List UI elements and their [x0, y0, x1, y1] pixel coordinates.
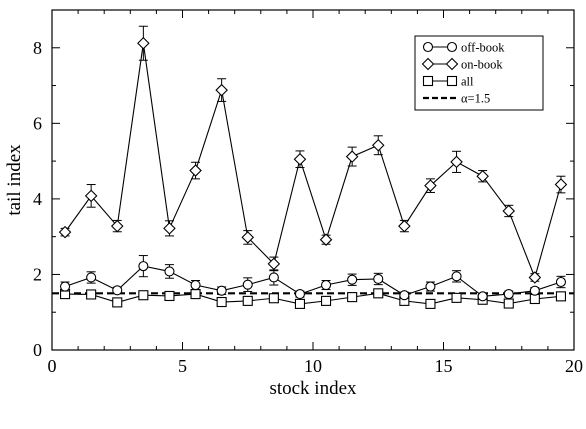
data-point-off-book	[242, 279, 253, 290]
y-tick-label: 4	[33, 189, 42, 209]
legend-marker-on-book	[445, 57, 459, 71]
data-point-all	[190, 289, 201, 300]
legend-label-1-5: α=1.5	[461, 92, 490, 106]
data-point-off-book	[216, 285, 227, 296]
data-point-all	[294, 298, 306, 309]
series-line-on-book	[64, 43, 562, 280]
data-point-off-book	[164, 266, 175, 277]
series-on-book	[58, 25, 568, 284]
data-point-all	[242, 295, 253, 306]
legend-marker-all	[422, 75, 434, 87]
data-point-all	[164, 290, 175, 302]
data-point-on-book	[528, 271, 542, 284]
legend-marker-off-book	[446, 41, 458, 53]
data-point-on-book	[110, 219, 124, 233]
data-point-off-book	[138, 261, 149, 272]
data-point-on-book	[554, 178, 568, 191]
data-point-on-book	[215, 83, 228, 97]
data-point-all	[529, 293, 540, 305]
data-point-all	[112, 297, 123, 308]
data-point-all	[268, 293, 279, 304]
data-point-off-book	[477, 291, 488, 302]
data-point-off-book	[112, 285, 123, 296]
data-point-off-book	[268, 272, 279, 283]
data-point-off-book	[503, 289, 514, 300]
data-point-all	[138, 290, 149, 301]
y-axis-label: tail index	[4, 144, 25, 216]
legend: off-book on-book all α=1.5	[414, 35, 544, 111]
x-tick-label: 20	[565, 356, 583, 376]
data-point-off-book	[555, 276, 567, 288]
legend-marker-all	[446, 75, 458, 87]
legend-label-off-book: off-book	[461, 41, 505, 55]
data-point-all	[373, 288, 384, 299]
data-point-all	[216, 296, 227, 308]
legend-label-on-book: on-book	[461, 58, 503, 72]
data-point-on-book	[345, 150, 359, 163]
legend-label-all: all	[461, 75, 474, 89]
data-point-all	[347, 292, 358, 303]
x-axis-label: stock index	[269, 378, 357, 399]
data-point-off-book	[86, 272, 97, 283]
data-point-off-book	[294, 289, 306, 300]
data-point-off-book	[320, 279, 332, 291]
data-point-on-book	[502, 204, 516, 218]
data-point-all	[451, 292, 462, 303]
data-point-off-book	[373, 273, 384, 285]
data-point-off-book	[60, 281, 71, 292]
data-point-on-book	[267, 257, 281, 271]
data-point-on-book	[137, 36, 150, 50]
series-all	[59, 288, 567, 309]
x-tick-label: 15	[435, 356, 453, 376]
data-point-on-book	[424, 179, 437, 192]
y-tick-label: 0	[33, 340, 42, 360]
data-point-all	[425, 298, 436, 309]
data-point-off-book	[451, 271, 462, 282]
legend-marker-on-book	[421, 57, 435, 71]
data-point-off-book	[425, 281, 436, 292]
data-point-on-book	[241, 231, 255, 244]
x-tick-label: 5	[178, 356, 187, 376]
data-point-off-book	[347, 274, 358, 285]
y-tick-label: 2	[33, 264, 42, 284]
data-point-on-book	[163, 222, 176, 235]
data-point-on-book	[450, 155, 463, 169]
data-point-off-book	[399, 290, 410, 301]
data-point-on-book	[58, 225, 72, 239]
data-point-all	[320, 295, 332, 306]
legend-marker-off-book	[422, 41, 434, 53]
y-tick-label: 6	[33, 113, 42, 133]
data-point-all	[503, 298, 514, 309]
series-off-book	[60, 255, 567, 302]
data-point-on-book	[293, 152, 307, 166]
data-point-on-book	[84, 189, 98, 203]
data-point-on-book	[476, 169, 489, 183]
data-point-all	[86, 289, 97, 300]
x-tick-label: 10	[304, 356, 322, 376]
data-point-on-book	[398, 219, 411, 233]
y-tick-label: 8	[33, 38, 42, 58]
data-point-all	[555, 291, 567, 302]
x-tick-label: 0	[48, 356, 57, 376]
data-point-on-book	[371, 138, 385, 152]
data-point-off-book	[529, 285, 540, 296]
data-point-on-book	[189, 164, 202, 177]
data-point-on-book	[319, 233, 333, 246]
data-point-off-book	[190, 279, 201, 291]
plot-area: 0 5 10 15 20 0 2 4 6 8	[33, 9, 583, 376]
